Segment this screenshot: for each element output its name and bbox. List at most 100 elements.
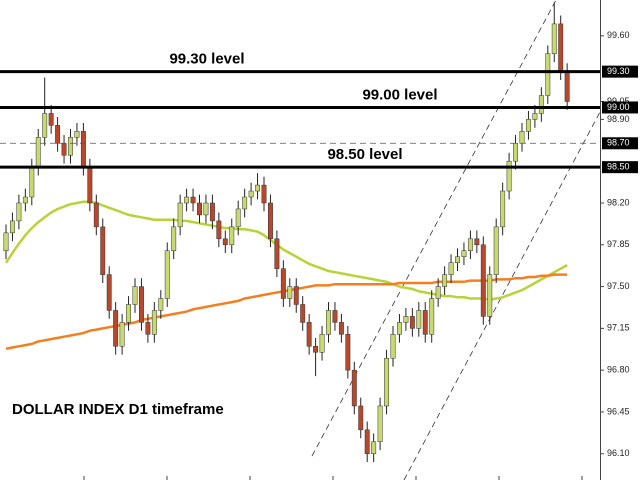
y-tick-label: 98.20 bbox=[607, 197, 630, 207]
moving-average bbox=[5, 273, 568, 350]
candle-body bbox=[313, 346, 319, 353]
candle-body bbox=[371, 441, 377, 454]
candle-body bbox=[300, 304, 306, 323]
candle-body bbox=[280, 268, 286, 299]
candle-body bbox=[171, 226, 177, 251]
candle-body bbox=[255, 184, 261, 192]
candle-body bbox=[242, 196, 248, 210]
candle-body bbox=[416, 310, 422, 329]
candle-body bbox=[42, 113, 48, 138]
price-tag-label: 99.00 bbox=[607, 102, 630, 112]
candle-body bbox=[513, 143, 518, 162]
candle-body bbox=[93, 202, 99, 228]
candle-body bbox=[268, 202, 273, 240]
candle-body bbox=[390, 334, 396, 359]
candle-body bbox=[351, 369, 357, 407]
candle-body bbox=[480, 244, 486, 317]
candle-body bbox=[222, 238, 228, 246]
level-label: 98.50 level bbox=[327, 146, 402, 163]
candle-body bbox=[48, 113, 54, 126]
candle-body bbox=[61, 143, 67, 156]
candle-body bbox=[558, 23, 564, 72]
candle-body bbox=[22, 196, 28, 204]
candle-body bbox=[293, 286, 299, 305]
candle-body bbox=[435, 286, 441, 299]
candle-body bbox=[203, 202, 209, 216]
candle-body bbox=[487, 274, 493, 317]
candle-body bbox=[409, 316, 415, 329]
candle-body bbox=[119, 322, 125, 347]
candle-body bbox=[274, 238, 280, 269]
candle-body bbox=[197, 202, 202, 216]
candle-body bbox=[506, 160, 512, 192]
candle-body bbox=[35, 137, 41, 168]
candle-body bbox=[158, 298, 164, 311]
candle-body bbox=[564, 71, 570, 102]
candle-body bbox=[519, 131, 525, 144]
candle-body bbox=[55, 125, 61, 144]
candle-body bbox=[164, 250, 170, 299]
candle-body bbox=[184, 196, 190, 204]
channel bbox=[311, 0, 601, 480]
candle-body bbox=[442, 274, 448, 287]
candle-body bbox=[248, 190, 254, 198]
candle-body bbox=[455, 256, 460, 263]
y-tick-label: 96.45 bbox=[607, 406, 630, 416]
candle-body bbox=[500, 190, 506, 228]
candle-body bbox=[422, 310, 428, 335]
y-tick-label: 96.10 bbox=[607, 448, 630, 458]
price-tag bbox=[602, 101, 638, 114]
candle-body bbox=[80, 131, 86, 168]
price-tag-label: 98.50 bbox=[607, 162, 630, 172]
y-tick-label: 99.05 bbox=[607, 96, 630, 106]
candle-body bbox=[306, 322, 312, 347]
price-tag bbox=[602, 65, 638, 78]
candle-body bbox=[364, 429, 370, 454]
candle-body bbox=[377, 405, 383, 443]
candle-body bbox=[403, 316, 409, 323]
candle-body bbox=[16, 202, 22, 222]
candle-body bbox=[429, 298, 435, 335]
candle-body bbox=[216, 220, 222, 240]
candle-body bbox=[358, 405, 364, 431]
candle-body bbox=[326, 310, 331, 335]
price-tag-label: 99.30 bbox=[607, 66, 630, 76]
candle-body bbox=[287, 286, 293, 299]
candle-body bbox=[384, 357, 390, 407]
candle-body bbox=[474, 238, 480, 246]
candle-body bbox=[10, 220, 15, 234]
y-tick-label: 96.80 bbox=[607, 365, 630, 375]
candle-body bbox=[538, 95, 544, 114]
candle-body bbox=[106, 274, 112, 311]
candle-body bbox=[68, 137, 73, 156]
price-tag-label: 98.70 bbox=[607, 138, 630, 148]
candle-body bbox=[261, 184, 267, 204]
price-tag bbox=[602, 137, 638, 150]
y-tick-label: 97.15 bbox=[607, 323, 630, 333]
candle-body bbox=[397, 322, 402, 335]
candle-body bbox=[145, 322, 151, 335]
candle-body bbox=[100, 226, 106, 275]
candle-body bbox=[235, 208, 241, 228]
channel-line bbox=[311, 0, 557, 457]
candle-body bbox=[209, 202, 215, 222]
level-label: 99.00 level bbox=[362, 86, 437, 103]
y-tick-label: 97.50 bbox=[607, 281, 630, 291]
candle-body bbox=[229, 226, 235, 246]
candle-body bbox=[151, 310, 157, 335]
candle-body bbox=[190, 196, 196, 204]
y-tick-label: 98.90 bbox=[607, 114, 630, 124]
y-tick-label: 97.85 bbox=[607, 239, 630, 249]
candle-body bbox=[551, 23, 557, 54]
y-tick-label: 99.60 bbox=[607, 30, 630, 40]
price-tag bbox=[602, 161, 638, 174]
candle-body bbox=[467, 238, 473, 251]
candle-body bbox=[74, 131, 80, 138]
candle-body bbox=[319, 334, 325, 353]
candle-body bbox=[532, 113, 538, 120]
candle-body bbox=[338, 322, 344, 335]
